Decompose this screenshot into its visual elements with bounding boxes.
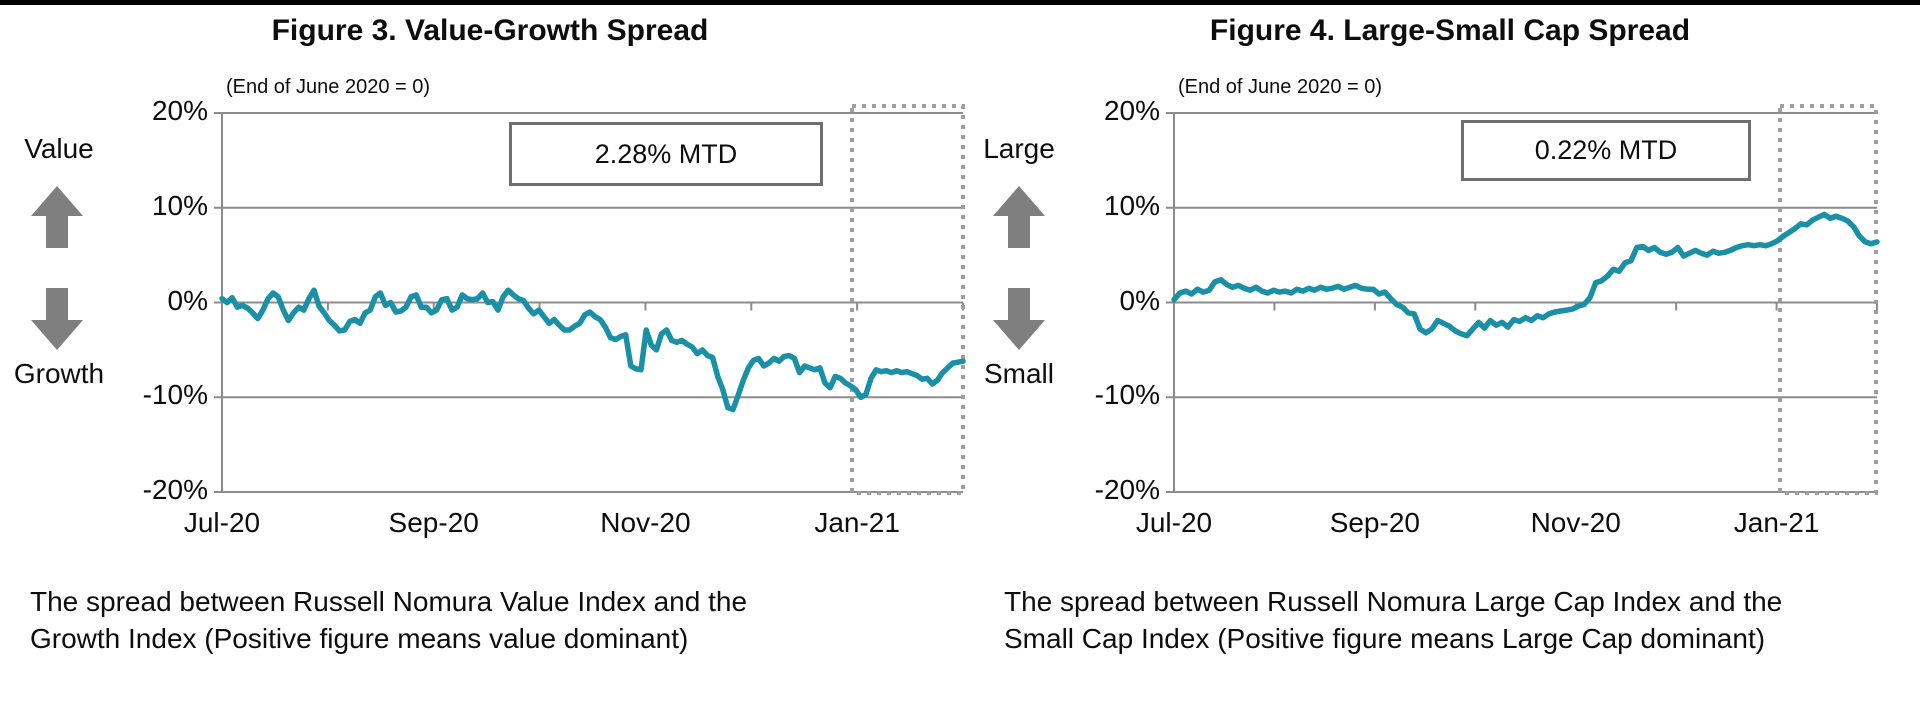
figure3-mtd-box: 2.28% MTD xyxy=(509,122,823,186)
figure4-caption: The spread between Russell Nomura Large … xyxy=(1004,583,1782,657)
y-tick-label: -20% xyxy=(1094,474,1160,505)
y-tick-label: 20% xyxy=(1103,95,1160,126)
figure3-mtd-value: 2.28% MTD xyxy=(594,138,738,169)
january-highlight-box xyxy=(850,104,965,495)
figure4-caption-line2: Small Cap Index (Positive figure means L… xyxy=(1004,623,1766,654)
y-tick-label: 0% xyxy=(167,284,208,316)
y-tick-label: 20% xyxy=(151,95,208,126)
y-tick-label: 0% xyxy=(1119,284,1160,316)
x-tick-label: Jan-21 xyxy=(814,507,900,538)
y-tick-label: -10% xyxy=(142,379,208,411)
figure4-axis-label-small: Small xyxy=(983,358,1054,389)
figure3-caption-line2: Growth Index (Positive figure means valu… xyxy=(30,623,689,654)
spread-line-series xyxy=(219,287,966,413)
y-tick-label: 10% xyxy=(151,189,208,221)
january-highlight-box xyxy=(1778,104,1878,495)
x-tick-label: Jul-20 xyxy=(183,507,261,538)
spread-line-series xyxy=(1171,211,1880,339)
y-tick-label: -10% xyxy=(1094,379,1160,411)
figure4-caption-line1: The spread between Russell Nomura Large … xyxy=(1004,586,1783,617)
y-tick-label: -20% xyxy=(142,474,208,505)
x-tick-label: Jul-20 xyxy=(1135,507,1213,538)
figure3-title: Figure 3. Value-Growth Spread xyxy=(271,14,709,47)
figure4-mtd-value: 0.22% MTD xyxy=(1534,135,1678,165)
x-tick-label: Sep-20 xyxy=(1329,507,1420,538)
x-tick-label: Jan-21 xyxy=(1733,507,1820,538)
top-border-bar xyxy=(0,0,1920,5)
x-tick-label: Nov-20 xyxy=(1530,507,1621,538)
figure3-axis-label-growth: Growth xyxy=(13,358,105,389)
figure4-mtd-box: 0.22% MTD xyxy=(1461,120,1751,181)
x-tick-label: Sep-20 xyxy=(388,507,479,538)
figure3-axis-label-value: Value xyxy=(24,133,94,164)
figure3-caption: The spread between Russell Nomura Value … xyxy=(30,583,747,657)
figure4-axis-label-large: Large xyxy=(983,133,1055,164)
y-tick-label: 10% xyxy=(1103,189,1160,221)
figure4-title: Figure 4. Large-Small Cap Spread xyxy=(1209,14,1691,47)
x-tick-label: Nov-20 xyxy=(600,507,691,538)
figure3-caption-line1: The spread between Russell Nomura Value … xyxy=(30,586,748,617)
figure3-subtitle: (End of June 2020 = 0) xyxy=(226,76,431,98)
figure4-subtitle: (End of June 2020 = 0) xyxy=(1178,76,1383,98)
